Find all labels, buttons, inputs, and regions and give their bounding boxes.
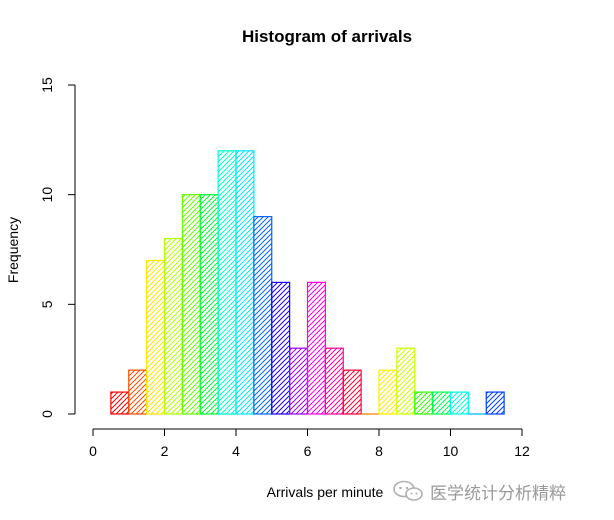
histogram-bar xyxy=(199,194,219,415)
wechat-icon xyxy=(393,480,423,501)
x-tick-label: 6 xyxy=(304,443,312,459)
chart-title: Histogram of arrivals xyxy=(242,27,412,46)
histogram-bar xyxy=(306,281,326,415)
histogram-bar xyxy=(181,194,201,415)
y-axis: 0 5 10 15 xyxy=(39,77,76,418)
x-tick-label: 10 xyxy=(443,443,459,459)
x-tick-label: 12 xyxy=(514,443,530,459)
x-tick-label: 4 xyxy=(232,443,240,459)
y-tick-label: 10 xyxy=(39,187,55,203)
histogram-bar xyxy=(396,347,416,415)
x-tick-label: 8 xyxy=(375,443,383,459)
histogram-bar xyxy=(128,369,148,415)
histogram-bar xyxy=(289,347,309,415)
histogram-bar xyxy=(449,391,469,415)
histogram-bar xyxy=(217,150,237,415)
x-tick-label: 0 xyxy=(89,443,97,459)
histogram-bar xyxy=(485,391,505,415)
histogram-bar xyxy=(414,391,434,415)
histogram-bar xyxy=(253,216,273,415)
watermark: 医学统计分析精粹 xyxy=(392,477,566,505)
histogram-bar xyxy=(146,259,166,415)
y-tick-label: 0 xyxy=(39,410,55,418)
watermark-text: 医学统计分析精粹 xyxy=(430,483,566,504)
bars-group xyxy=(110,150,505,415)
x-tick-label: 2 xyxy=(161,443,169,459)
histogram-bar xyxy=(324,347,344,415)
histogram-bar xyxy=(163,237,183,415)
histogram-bar xyxy=(271,281,291,415)
y-axis-label: Frequency xyxy=(5,217,21,283)
histogram-bar xyxy=(378,369,398,415)
histogram-bar xyxy=(235,150,255,415)
y-tick-label: 5 xyxy=(39,300,55,308)
x-axis-label: Arrivals per minute xyxy=(267,484,384,500)
histogram-bar xyxy=(110,391,130,415)
histogram-bar xyxy=(432,391,452,415)
y-tick-label: 15 xyxy=(39,77,55,93)
x-axis: 0 2 4 6 8 10 12 xyxy=(89,428,530,459)
histogram-bar xyxy=(342,369,362,415)
